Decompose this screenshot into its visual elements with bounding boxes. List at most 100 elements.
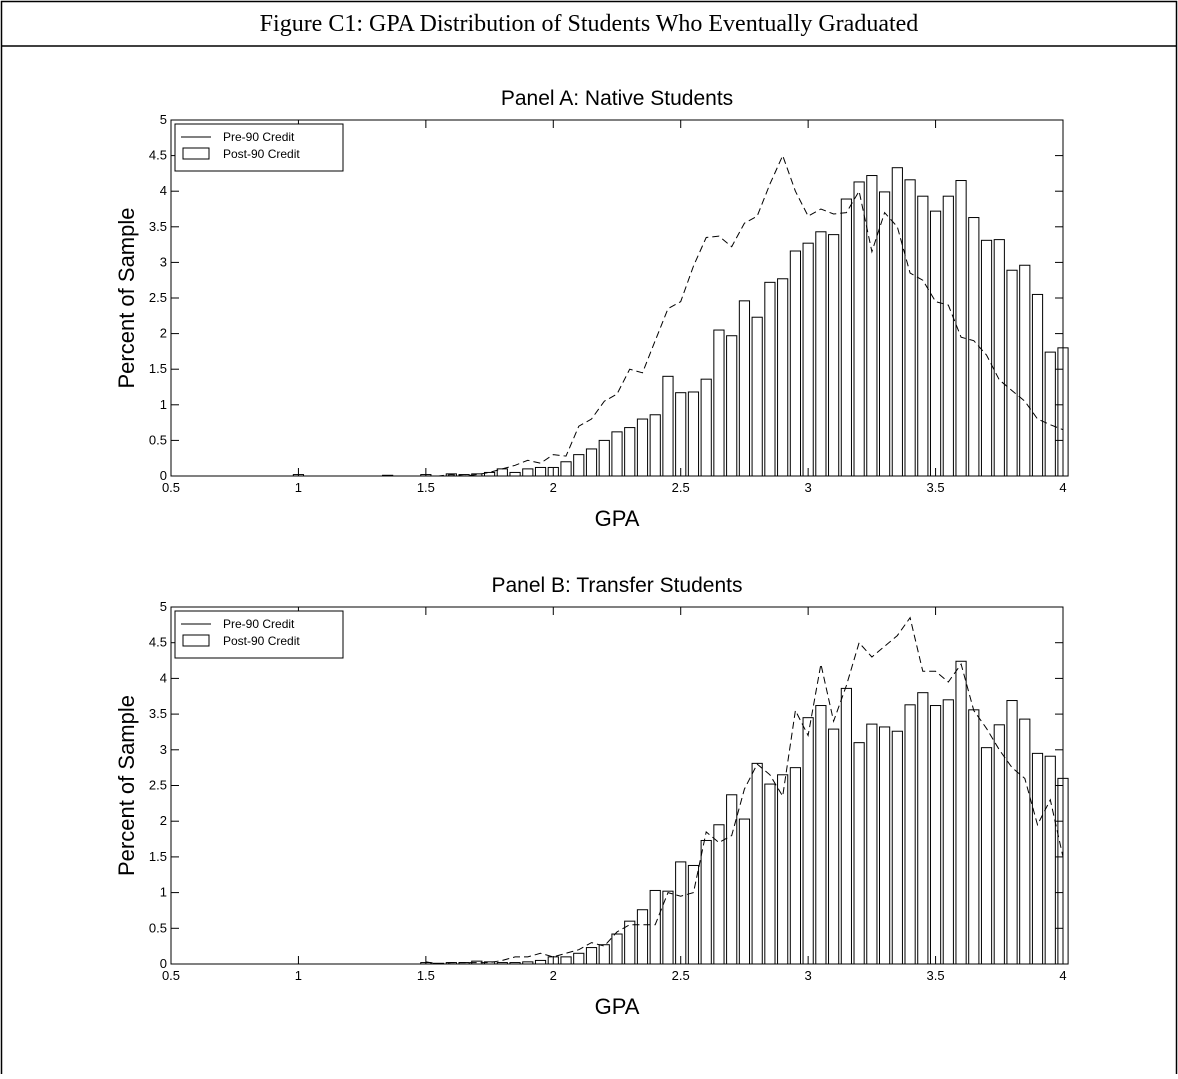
y-tick-label: 5	[160, 112, 167, 127]
x-tick-label: 4	[1059, 480, 1066, 495]
bar	[687, 391, 700, 477]
y-tick-label: 2	[160, 813, 167, 828]
bar	[713, 329, 725, 477]
x-axis-label: GPA	[595, 506, 640, 531]
bar	[993, 239, 1005, 477]
bar	[598, 944, 610, 965]
panel: Panel A: Native Students GPA Percent of Sa…	[114, 87, 1069, 531]
bar	[955, 660, 967, 965]
bar	[675, 861, 687, 965]
bar	[904, 704, 916, 965]
bar	[1031, 293, 1044, 477]
bar	[904, 179, 916, 477]
bar	[751, 762, 763, 965]
bar	[929, 210, 942, 477]
x-tick-label: 3.5	[927, 480, 945, 495]
bar	[917, 195, 929, 477]
bar	[675, 392, 687, 477]
line	[425, 154, 1064, 477]
y-tick-label: 3	[160, 742, 167, 757]
bar	[917, 692, 929, 965]
y-tick-label: 0.5	[149, 920, 167, 935]
bar	[828, 728, 840, 965]
bar	[738, 818, 751, 965]
y-tick-label: 0	[160, 956, 167, 971]
bar	[687, 864, 700, 965]
bar	[840, 687, 852, 965]
bar	[649, 414, 661, 477]
bar	[891, 167, 903, 477]
y-tick-label: 0.5	[149, 432, 167, 447]
bar	[980, 239, 993, 477]
bar	[777, 278, 789, 477]
x-tick-label: 2	[550, 480, 557, 495]
bar	[789, 767, 801, 965]
bar	[700, 839, 712, 965]
bar	[764, 281, 776, 477]
bar	[777, 774, 789, 965]
bar	[815, 231, 827, 477]
x-tick-label: 3	[805, 480, 812, 495]
legend-swatch	[182, 634, 210, 647]
y-tick-label: 3	[160, 254, 167, 269]
bar	[802, 717, 814, 965]
bar	[853, 742, 865, 965]
bar	[611, 933, 623, 965]
y-axis-label: Percent of Sample	[114, 695, 139, 876]
x-tick-label: 1	[295, 480, 302, 495]
bar	[1031, 752, 1044, 965]
legend: Pre-90 Credit Post-90 Credit	[174, 610, 344, 659]
bar	[573, 952, 585, 965]
bar	[636, 418, 649, 477]
bar	[573, 454, 585, 477]
plot-frame	[170, 119, 1064, 477]
bar	[929, 705, 942, 965]
x-tick-label: 1.5	[417, 480, 435, 495]
bar	[840, 198, 852, 477]
bar	[942, 699, 954, 965]
y-tick-label: 4.5	[149, 635, 167, 650]
bar	[866, 175, 878, 477]
y-tick-label: 4	[160, 670, 167, 685]
bar	[585, 947, 598, 965]
bar	[624, 427, 636, 477]
y-tick-label: 2	[160, 326, 167, 341]
bar	[598, 439, 610, 477]
y-tick-label: 3.5	[149, 706, 167, 721]
legend-swatch	[182, 147, 210, 160]
bar	[560, 461, 572, 477]
bar	[726, 335, 738, 477]
bar	[534, 959, 547, 965]
bar	[522, 468, 534, 477]
bar	[879, 191, 891, 477]
bar	[815, 705, 827, 965]
bar	[713, 824, 725, 965]
y-tick-label: 3.5	[149, 219, 167, 234]
y-tick-label: 4.5	[149, 148, 167, 163]
x-tick-label: 2.5	[672, 480, 690, 495]
bar	[649, 889, 661, 965]
bar	[1006, 269, 1018, 477]
bar	[624, 920, 636, 965]
y-tick-label: 4	[160, 183, 167, 198]
y-tick-label: 1	[160, 397, 167, 412]
x-tick-label: 1	[295, 968, 302, 983]
y-tick-label: 5	[160, 599, 167, 614]
bar	[726, 794, 738, 965]
bar	[738, 300, 751, 477]
bar	[968, 709, 980, 965]
panel: Panel B: Transfer Students GPA Percent of …	[114, 574, 1069, 1019]
bar	[789, 250, 801, 477]
bar	[802, 242, 814, 477]
bar	[942, 195, 954, 477]
x-axis-label: GPA	[595, 994, 640, 1019]
bar	[636, 909, 649, 965]
legend: Pre-90 Credit Post-90 Credit	[174, 123, 344, 172]
panel-title: Panel A: Native Students	[501, 87, 733, 110]
legend-label: Pre-90 Credit	[223, 130, 295, 144]
plot-frame	[170, 606, 1064, 965]
y-tick-label: 2.5	[149, 778, 167, 793]
